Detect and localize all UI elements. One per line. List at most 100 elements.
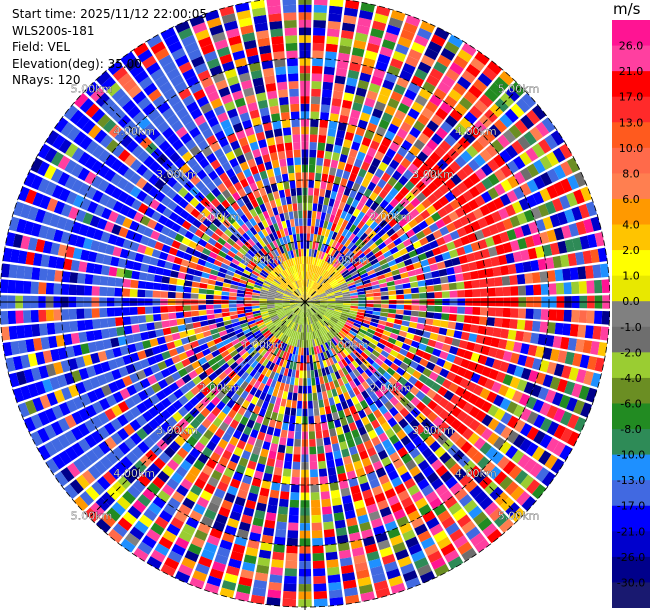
gate-cell	[502, 242, 513, 254]
gate-cell	[325, 350, 332, 359]
gate-cell	[525, 284, 534, 296]
gate-cell	[422, 367, 433, 378]
gate-cell	[289, 302, 298, 304]
gate-cell	[243, 554, 257, 565]
gate-cell	[351, 198, 360, 208]
gate-cell	[365, 251, 374, 259]
gate-cell	[278, 358, 285, 367]
gate-cell	[421, 107, 434, 120]
gate-cell	[96, 218, 108, 230]
gate-cell	[379, 209, 389, 219]
gate-cell	[378, 258, 388, 266]
gate-cell	[328, 474, 338, 484]
gate-cell	[286, 328, 292, 337]
gate-cell	[438, 327, 448, 336]
gate-cell	[27, 383, 39, 398]
gate-cell	[421, 187, 433, 198]
gate-cell	[335, 426, 344, 436]
gate-cell	[306, 309, 309, 317]
gate-cell	[72, 396, 85, 410]
gate-cell	[349, 267, 357, 274]
gate-cell	[467, 393, 479, 405]
gate-cell	[364, 226, 373, 236]
gate-cell	[337, 542, 350, 552]
gate-cell	[577, 324, 587, 338]
gate-cell	[242, 341, 251, 349]
gate-cell	[559, 143, 573, 160]
gate-cell	[555, 309, 565, 322]
gate-cell	[212, 520, 226, 532]
gate-cell	[367, 181, 377, 192]
gate-cell	[371, 234, 381, 243]
gate-cell	[455, 322, 464, 331]
gate-cell	[296, 408, 302, 417]
gate-cell	[221, 499, 233, 511]
gate-cell	[311, 530, 323, 539]
gate-cell	[285, 289, 293, 294]
gate-cell	[66, 126, 81, 142]
gate-cell	[336, 465, 346, 475]
gate-cell	[307, 287, 311, 295]
gate-cell	[294, 164, 302, 173]
gate-cell	[328, 13, 342, 23]
gate-cell	[550, 458, 565, 474]
gate-cell	[374, 215, 384, 225]
gate-cell	[145, 281, 154, 290]
gate-cell	[337, 243, 344, 252]
gate-cell	[292, 292, 299, 298]
gate-cell	[264, 433, 273, 443]
gate-cell	[353, 336, 362, 344]
gate-cell	[276, 290, 284, 295]
gate-cell	[48, 335, 58, 349]
gate-cell	[312, 58, 324, 67]
gate-cell	[148, 173, 160, 186]
gate-cell	[115, 236, 126, 248]
gate-cell	[441, 378, 453, 390]
gate-cell	[10, 248, 20, 264]
gate-cell	[341, 572, 356, 582]
gate-cell	[525, 308, 534, 320]
gate-cell	[339, 255, 347, 264]
gate-cell	[30, 222, 42, 237]
gate-cell	[274, 320, 282, 327]
gate-cell	[305, 302, 313, 305]
gate-cell	[338, 393, 346, 403]
gate-cell	[494, 276, 503, 287]
gate-cell	[207, 358, 217, 367]
gate-cell	[382, 223, 392, 233]
gate-cell	[357, 17, 372, 28]
gate-cell	[171, 263, 181, 272]
gate-cell	[326, 309, 334, 314]
gate-cell	[255, 502, 267, 512]
gate-cell	[72, 344, 83, 357]
gate-cell	[134, 252, 144, 263]
gate-cell	[129, 526, 145, 541]
gate-cell	[272, 388, 279, 397]
gate-cell	[385, 255, 395, 263]
gate-cell	[348, 362, 356, 371]
gate-cell	[419, 292, 427, 299]
gate-cell	[15, 310, 24, 324]
gate-cell	[185, 349, 195, 358]
gate-cell	[417, 280, 426, 287]
gate-cell	[201, 418, 212, 429]
gate-cell	[348, 233, 356, 242]
gate-cell	[116, 268, 125, 278]
gate-cell	[364, 171, 374, 182]
gate-cell	[396, 335, 406, 343]
gate-cell	[552, 255, 562, 269]
gate-cell	[424, 543, 439, 557]
gate-cell	[481, 177, 494, 190]
gate-cell	[206, 534, 221, 547]
gate-cell	[156, 259, 166, 268]
gate-cell	[391, 170, 402, 181]
gate-cell	[262, 267, 271, 274]
gate-cell	[421, 198, 432, 209]
gate-cell	[337, 342, 345, 351]
gate-cell	[539, 231, 550, 245]
gate-cell	[178, 395, 189, 406]
gate-cell	[319, 304, 328, 308]
gate-cell	[258, 323, 266, 330]
gate-cell	[192, 218, 202, 229]
gate-cell	[244, 443, 254, 453]
